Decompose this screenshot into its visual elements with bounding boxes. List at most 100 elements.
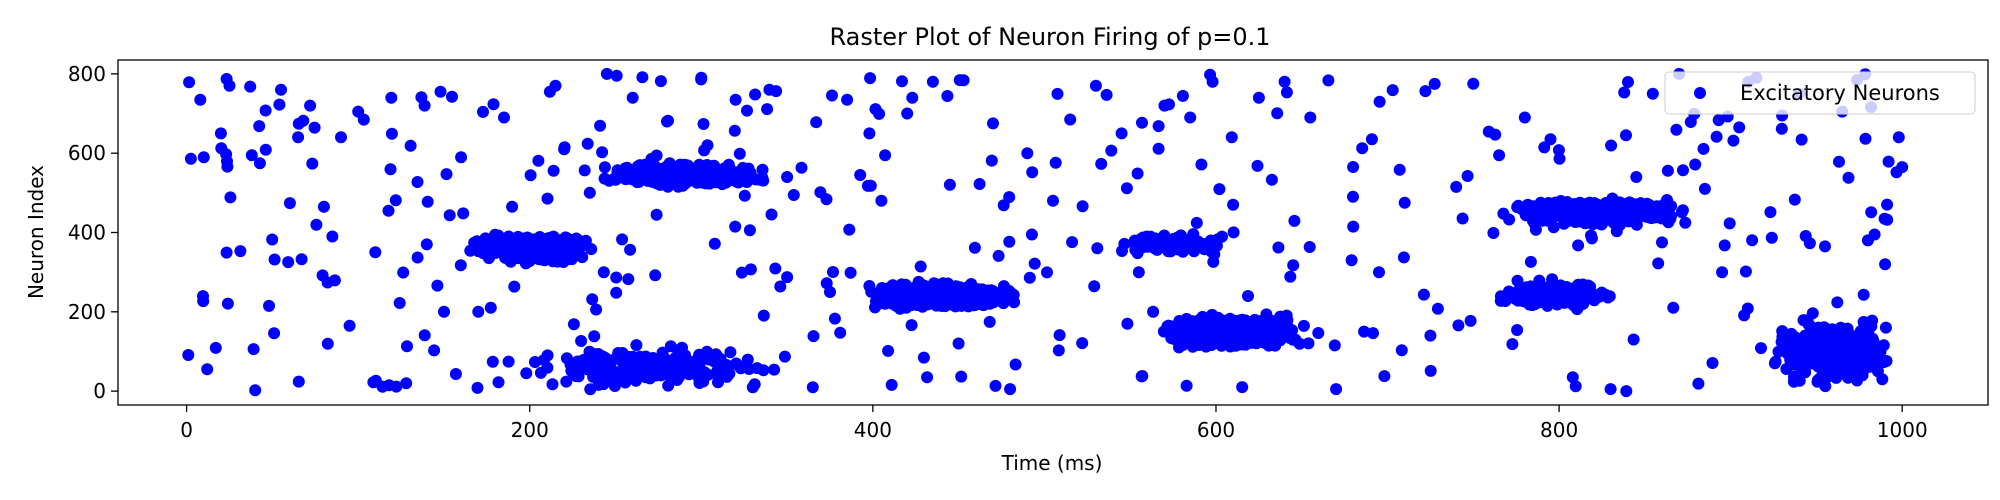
- spike-point: [1859, 132, 1872, 145]
- spike-point: [401, 340, 413, 353]
- spike-point: [828, 312, 841, 325]
- spike-point: [393, 297, 406, 309]
- spike-point: [698, 144, 711, 157]
- spike-point: [1196, 320, 1209, 333]
- spike-point: [588, 330, 601, 343]
- spike-point: [598, 161, 611, 174]
- spike-point: [810, 116, 823, 129]
- spike-point: [1670, 123, 1683, 136]
- spike-point: [1240, 329, 1253, 342]
- spike-point: [201, 363, 214, 376]
- spike-point: [712, 376, 724, 389]
- spike-point: [1835, 333, 1848, 346]
- spike-point: [184, 152, 197, 165]
- spike-point: [382, 204, 395, 217]
- spike-point: [431, 279, 444, 292]
- spike-point: [724, 346, 737, 359]
- spike-point: [586, 293, 599, 306]
- spike-point: [1118, 237, 1131, 250]
- spike-point: [1879, 321, 1892, 334]
- spike-point: [1741, 302, 1754, 315]
- spike-point: [1652, 257, 1665, 270]
- spike-point: [420, 238, 433, 251]
- spike-point: [1716, 266, 1729, 279]
- spike-point: [1822, 363, 1835, 376]
- spike-point: [898, 295, 911, 308]
- spike-point: [538, 354, 550, 366]
- y-tick-label: 400: [68, 221, 106, 245]
- spike-point: [249, 384, 262, 397]
- spike-point: [549, 79, 562, 92]
- spike-point: [1051, 87, 1064, 100]
- spike-point: [1261, 324, 1274, 337]
- spike-point: [667, 161, 680, 173]
- spike-point: [875, 194, 888, 207]
- spike-point: [1803, 237, 1816, 250]
- spike-point: [774, 280, 787, 293]
- spike-point: [943, 178, 956, 191]
- spike-point: [743, 224, 756, 237]
- spike-point: [879, 149, 892, 162]
- spike-point: [749, 88, 762, 101]
- spike-point: [1373, 266, 1385, 279]
- spike-point: [383, 379, 396, 392]
- spike-point: [489, 247, 502, 259]
- spike-point: [1511, 324, 1524, 336]
- spike-point: [1365, 133, 1378, 146]
- spike-point: [778, 350, 791, 363]
- spike-point: [720, 370, 733, 383]
- y-axis-ticks: 0 200 400 600 800: [68, 62, 118, 403]
- spike-point: [630, 339, 643, 352]
- spike-point: [253, 157, 266, 170]
- spike-point: [983, 315, 996, 328]
- spike-point: [1765, 231, 1778, 244]
- spike-point: [317, 200, 330, 213]
- spike-point: [865, 285, 878, 298]
- spike-point: [1167, 321, 1180, 334]
- spike-point: [714, 168, 727, 180]
- spike-point: [1585, 232, 1598, 245]
- spike-point: [1136, 116, 1148, 129]
- spike-point: [266, 233, 279, 246]
- spike-point: [1175, 230, 1187, 243]
- spike-point: [1450, 180, 1463, 193]
- spike-point: [183, 76, 196, 89]
- spike-point: [506, 200, 519, 213]
- spike-point: [917, 351, 930, 364]
- spike-point: [449, 368, 462, 380]
- spike-point: [751, 362, 764, 375]
- spike-point: [1503, 213, 1516, 226]
- spike-point: [283, 197, 296, 210]
- spike-point: [1049, 156, 1062, 169]
- spike-point: [735, 266, 748, 279]
- spike-point: [1851, 330, 1864, 343]
- spike-point: [973, 178, 986, 190]
- spike-point: [1224, 340, 1237, 353]
- spike-point: [781, 271, 794, 284]
- spike-point: [273, 98, 286, 111]
- spike-point: [761, 103, 774, 116]
- spike-point: [1367, 327, 1379, 340]
- spike-point: [397, 266, 410, 279]
- spike-point: [1271, 107, 1284, 120]
- spike-point: [1398, 196, 1411, 209]
- spike-point: [1258, 336, 1271, 349]
- spike-point: [1358, 325, 1371, 338]
- spike-point: [369, 246, 382, 259]
- spike-point: [985, 154, 998, 167]
- spike-point: [1128, 237, 1141, 250]
- spike-point: [259, 143, 272, 156]
- spike-point: [1004, 383, 1017, 396]
- spike-point: [567, 318, 580, 331]
- spike-point: [1158, 99, 1171, 112]
- spike-point: [1136, 370, 1149, 382]
- spike-point: [1518, 111, 1531, 124]
- spike-point: [824, 286, 836, 298]
- spike-point: [863, 127, 876, 140]
- spike-point: [1604, 383, 1617, 396]
- spike-point: [268, 327, 281, 340]
- spike-point: [1195, 158, 1208, 171]
- spike-point: [1661, 164, 1674, 177]
- spike-point: [648, 170, 661, 183]
